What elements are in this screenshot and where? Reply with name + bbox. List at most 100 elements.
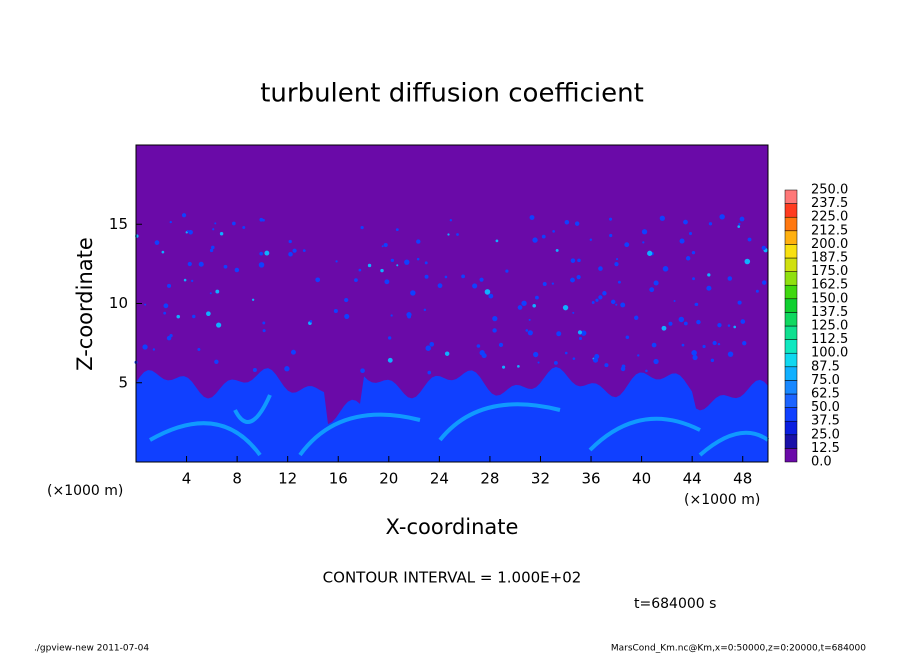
speck <box>167 283 172 288</box>
colorbar-label: 175.0 <box>811 264 848 279</box>
speck <box>163 303 169 309</box>
colorbar-label: 50.0 <box>811 400 840 415</box>
speck <box>625 335 630 340</box>
speck <box>427 370 432 375</box>
speck <box>551 282 554 285</box>
x-tick-label: 8 <box>232 470 242 488</box>
speck <box>154 240 160 245</box>
speck <box>553 360 558 365</box>
speck <box>390 314 393 317</box>
speck <box>383 242 388 248</box>
speck <box>578 336 583 341</box>
colorbar-label: 125.0 <box>811 319 848 334</box>
speck <box>532 304 536 308</box>
speck <box>416 239 421 244</box>
speck <box>302 249 306 253</box>
speck <box>315 277 321 283</box>
speck <box>528 318 531 321</box>
speck <box>192 314 196 319</box>
speck <box>259 217 264 222</box>
speck <box>144 303 147 306</box>
speck <box>685 256 691 261</box>
footer-right: MarsCond_Km.nc@Km,x=0:50000,z=0:20000,t=… <box>611 644 866 654</box>
speck <box>738 222 741 226</box>
speck <box>517 305 523 310</box>
speck <box>589 238 593 241</box>
speck <box>262 321 266 325</box>
speck <box>367 263 372 268</box>
speck <box>152 348 156 351</box>
speck <box>564 220 570 225</box>
speck <box>406 312 412 318</box>
colorbar-label: 187.5 <box>811 251 848 266</box>
speck <box>381 245 384 248</box>
speck <box>181 213 187 218</box>
speck <box>444 275 448 279</box>
speck <box>163 311 167 315</box>
y-axis-label: Z-coordinate <box>73 237 97 371</box>
speck <box>598 295 603 300</box>
colorbar-swatch <box>784 380 798 395</box>
speck <box>707 273 711 277</box>
x-tick-label: 40 <box>632 470 651 488</box>
speck <box>215 289 220 294</box>
colorbar-swatch <box>784 203 798 218</box>
speck <box>258 262 265 268</box>
speck <box>595 298 599 302</box>
speck <box>681 343 685 347</box>
speck <box>344 313 350 320</box>
colorbar-swatch <box>784 216 798 232</box>
speck <box>570 277 575 283</box>
speck <box>424 261 428 265</box>
speck <box>169 334 173 338</box>
colorbar-label: 112.5 <box>811 332 848 347</box>
speck <box>209 292 212 295</box>
colorbar-swatch <box>784 434 798 449</box>
speck <box>360 368 365 374</box>
speck <box>216 322 222 328</box>
speck <box>577 330 583 335</box>
swirl <box>698 430 770 457</box>
speck <box>688 231 693 236</box>
colorbar-swatch <box>784 339 798 354</box>
speck <box>309 319 313 323</box>
speck <box>577 258 581 263</box>
speck <box>610 299 616 305</box>
colorbar-swatch <box>784 257 798 272</box>
swirl <box>149 421 262 457</box>
colorbar-label: 62.5 <box>811 387 840 402</box>
colorbar-label: 237.5 <box>811 196 848 211</box>
speck <box>679 238 685 244</box>
colorbar-label: 100.0 <box>811 346 848 361</box>
speck <box>498 342 504 348</box>
speck <box>708 222 713 226</box>
speck <box>702 344 706 349</box>
speck <box>691 350 697 356</box>
colorbar-label: 250.0 <box>811 183 848 198</box>
speck <box>642 241 645 244</box>
colorbar-label: 0.0 <box>811 455 832 470</box>
speck <box>535 295 539 300</box>
x-tick-label: 36 <box>581 470 600 488</box>
speck <box>570 258 576 263</box>
speck <box>653 358 659 365</box>
speck <box>461 274 466 279</box>
speck <box>410 290 416 296</box>
speck <box>727 351 734 357</box>
turbulent-layer <box>136 366 768 462</box>
speck <box>733 325 737 329</box>
colorbar-swatch <box>784 448 798 463</box>
speck <box>609 217 613 221</box>
speck <box>747 237 752 242</box>
x-tick-label: 12 <box>278 470 297 488</box>
annotation: CONTOUR INTERVAL = 1.000E+02 <box>323 569 582 587</box>
speck <box>404 259 410 265</box>
speck <box>532 237 538 243</box>
speck <box>533 351 539 358</box>
colorbar-label: 12.5 <box>811 441 840 456</box>
speck <box>692 354 698 361</box>
speck <box>645 369 648 373</box>
speck <box>604 363 609 368</box>
speck <box>234 267 240 273</box>
speck <box>727 276 733 281</box>
